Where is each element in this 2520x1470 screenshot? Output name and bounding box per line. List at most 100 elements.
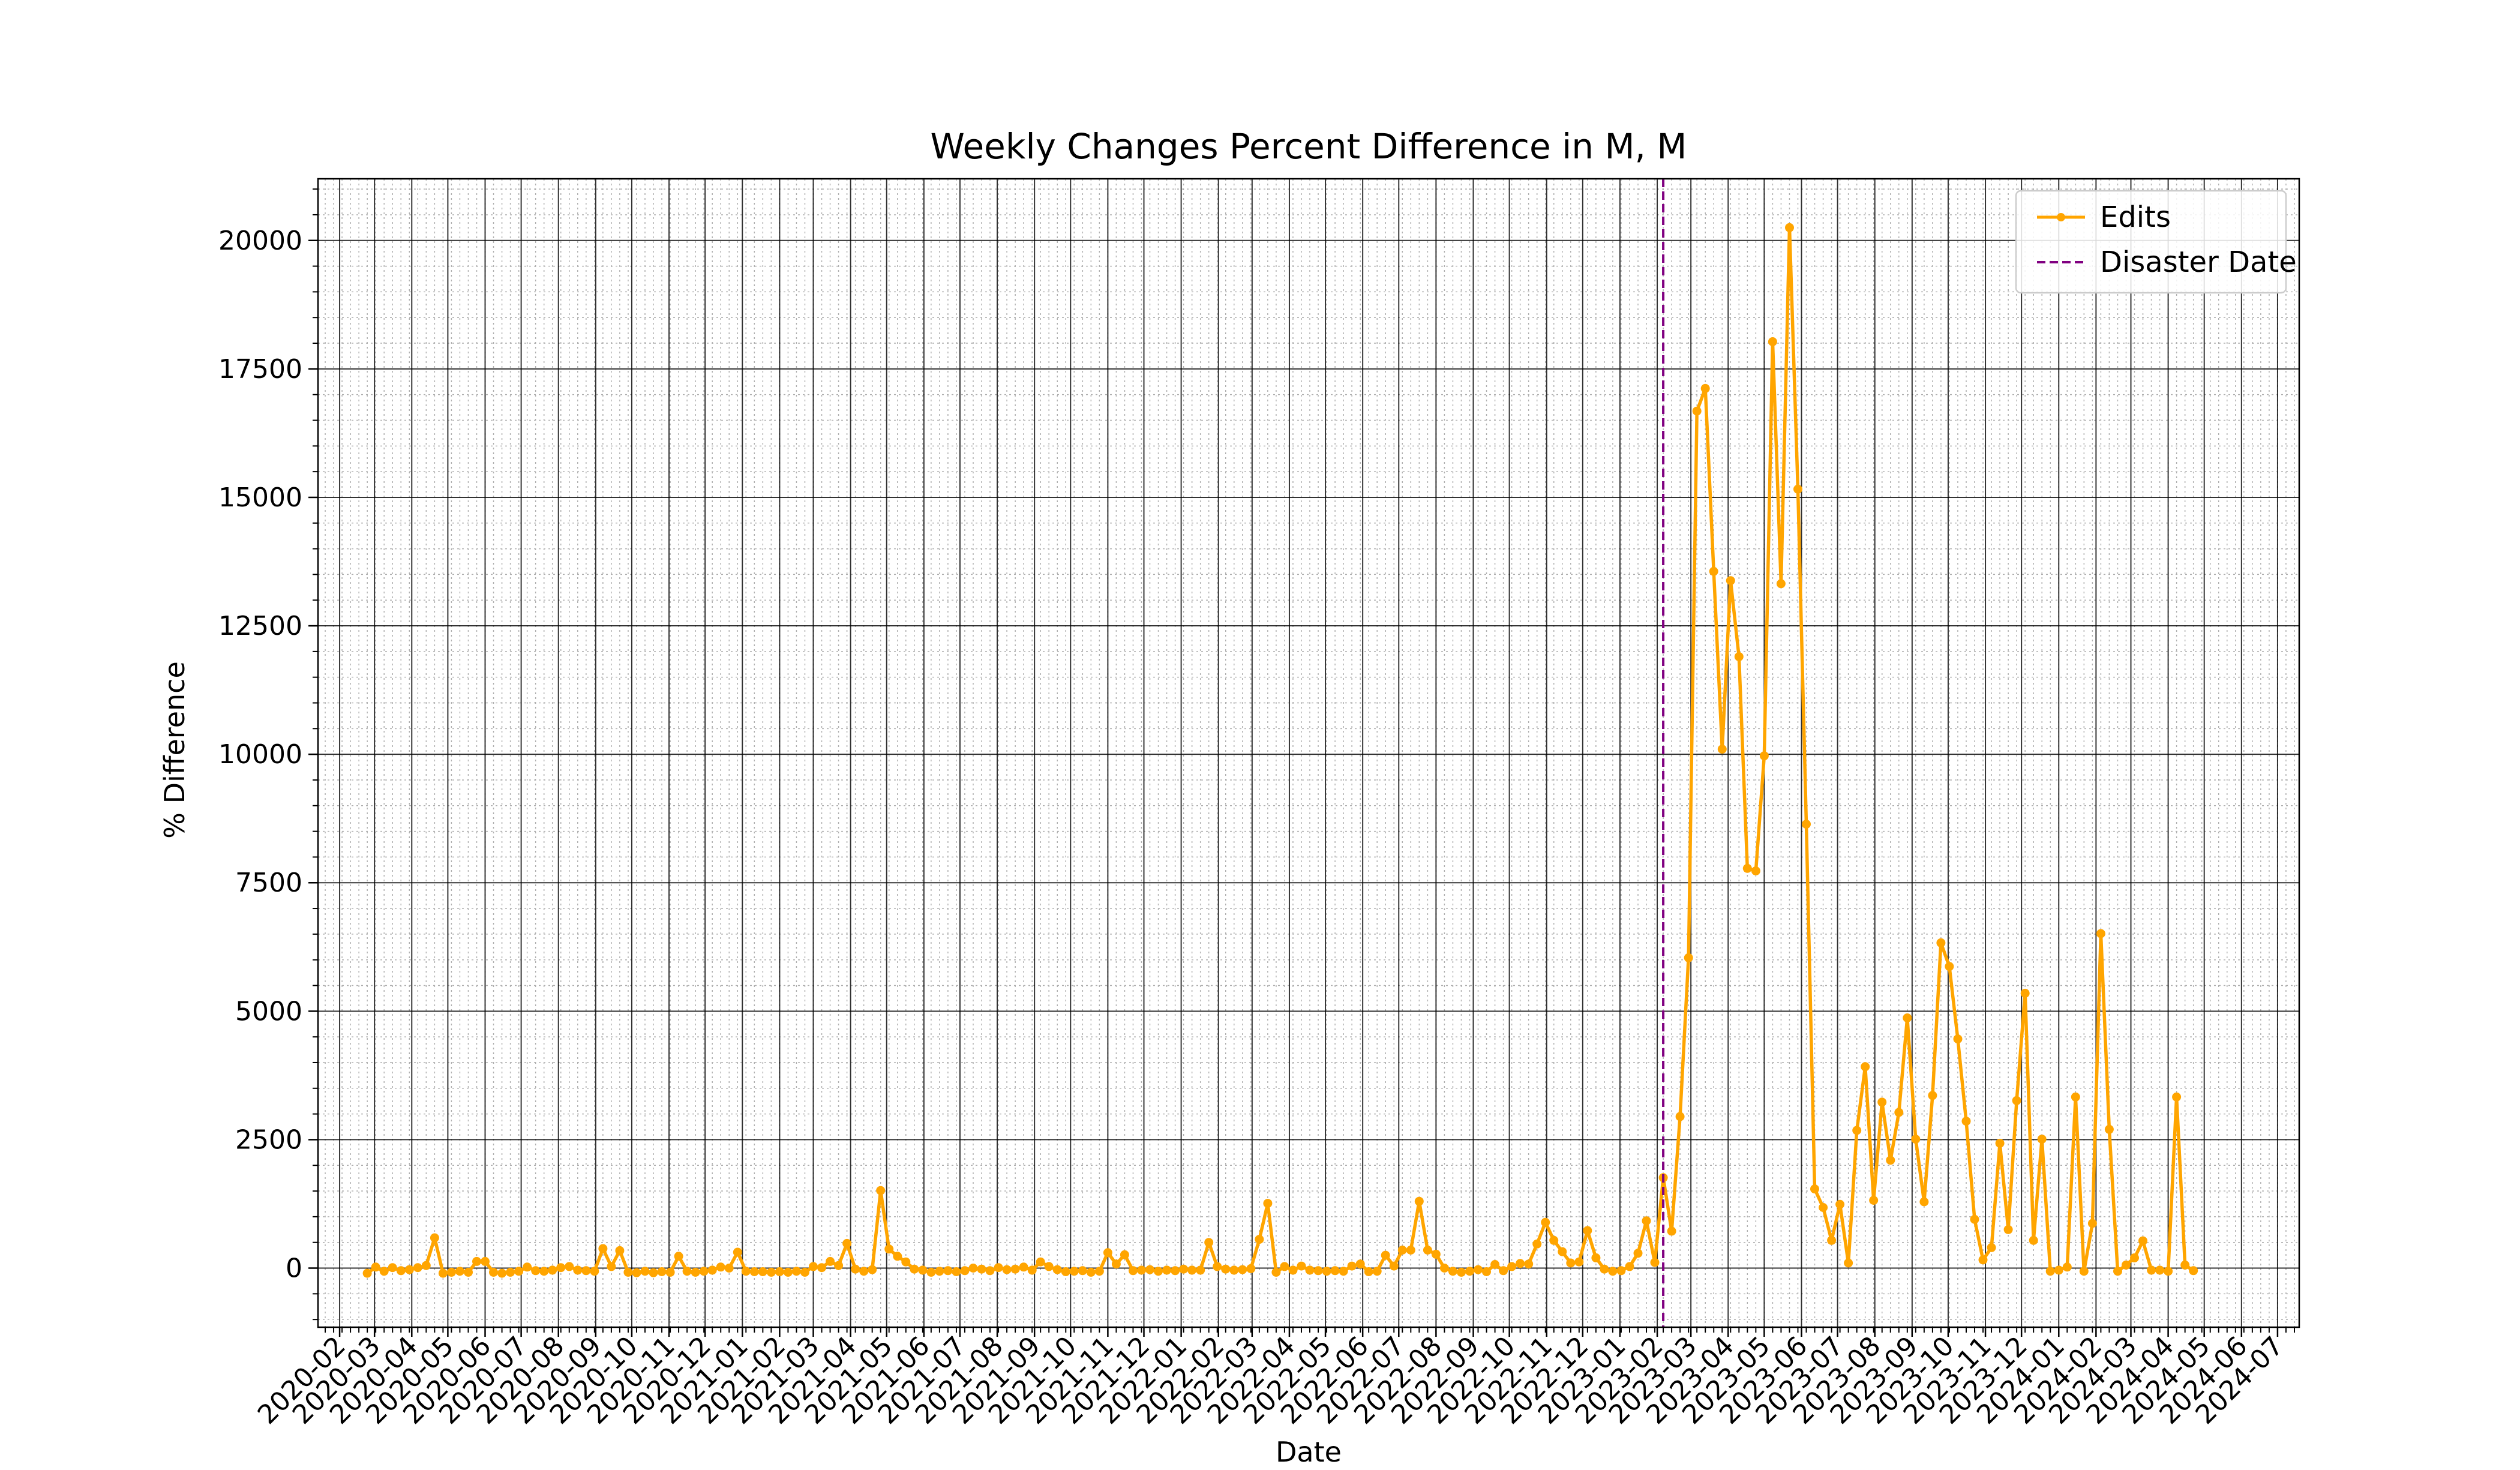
y-tick-label: 5000: [235, 996, 302, 1027]
edits-data-point: [783, 1267, 793, 1277]
y-tick-label: 17500: [218, 354, 302, 385]
y-tick-label: 2500: [235, 1124, 302, 1155]
edits-data-point: [481, 1256, 490, 1266]
edits-data-point: [2096, 929, 2105, 938]
edits-data-point: [1953, 1034, 1963, 1044]
y-tick-label: 7500: [235, 868, 302, 898]
edits-data-point: [733, 1247, 742, 1257]
edits-data-point: [691, 1267, 700, 1277]
edits-data-point: [1204, 1238, 1214, 1247]
edits-data-point: [1154, 1267, 1163, 1276]
edits-data-point: [1044, 1262, 1054, 1271]
edits-data-point: [2104, 1124, 2114, 1134]
edits-data-point: [1835, 1199, 1845, 1209]
edits-data-point: [2029, 1235, 2038, 1245]
edits-data-point: [1019, 1262, 1028, 1272]
edits-data-point: [968, 1264, 978, 1273]
edits-data-point: [1347, 1261, 1357, 1271]
edits-data-point: [1827, 1235, 1837, 1245]
edits-data-point: [977, 1264, 986, 1274]
edits-data-point: [2189, 1266, 2198, 1276]
edits-data-point: [1675, 1112, 1685, 1121]
edits-data-point: [590, 1267, 599, 1276]
edits-data-point: [2172, 1092, 2182, 1102]
legend-disaster-label: Disaster Date: [2100, 245, 2297, 279]
edits-data-point: [809, 1262, 818, 1271]
edits-data-point: [1111, 1259, 1121, 1269]
edits-data-point: [1717, 745, 1727, 754]
edits-data-point: [1524, 1259, 1534, 1269]
edits-data-point: [943, 1266, 953, 1276]
edits-data-point: [1120, 1250, 1129, 1259]
edits-data-point: [2003, 1225, 2013, 1234]
edits-data-point: [1549, 1235, 1559, 1245]
edits-data-point: [2155, 1265, 2165, 1275]
edits-data-point: [766, 1267, 776, 1277]
edits-data-point: [1768, 337, 1777, 346]
y-tick-label: 10000: [218, 739, 302, 770]
edits-data-point: [1894, 1108, 1904, 1117]
edits-data-point: [1027, 1265, 1037, 1275]
edits-data-point: [1566, 1258, 1576, 1268]
edits-data-point: [1886, 1156, 1895, 1165]
edits-data-point: [1069, 1267, 1079, 1276]
edits-data-point: [1532, 1239, 1542, 1249]
edits-data-point: [2071, 1092, 2080, 1102]
edits-data-point: [1255, 1235, 1264, 1244]
edits-data-point: [573, 1265, 583, 1275]
edits-data-point: [472, 1256, 481, 1266]
edits-data-point: [1574, 1257, 1584, 1267]
edits-data-point: [1213, 1262, 1222, 1271]
edits-data-point: [1616, 1266, 1626, 1276]
edits-data-point: [556, 1263, 566, 1273]
edits-data-point: [623, 1267, 633, 1277]
edits-data-point: [1625, 1262, 1634, 1271]
edits-data-point: [1129, 1266, 1138, 1276]
edits-data-point: [2045, 1267, 2055, 1276]
edits-data-point: [1734, 652, 1744, 661]
axis-ticks: [308, 188, 2295, 1337]
x-axis-label: Date: [1276, 1436, 1342, 1468]
edits-data-point: [1919, 1197, 1929, 1207]
edits-data-point: [506, 1267, 515, 1277]
edits-data-point: [1439, 1264, 1449, 1273]
edits-data-point: [539, 1267, 549, 1276]
edits-data-point: [1457, 1267, 1466, 1277]
edits-data-point: [2020, 988, 2030, 998]
edits-data-point: [724, 1264, 734, 1273]
edits-data-point: [1903, 1013, 1912, 1022]
chart-title: Weekly Changes Percent Difference in M, …: [931, 126, 1687, 167]
edits-data-point: [716, 1262, 725, 1272]
edits-data-point: [2087, 1219, 2097, 1228]
edits-data-point: [1692, 406, 1702, 416]
edits-data-point: [1389, 1261, 1399, 1271]
edits-data-point: [1608, 1267, 1618, 1276]
edits-data-point: [1137, 1265, 1146, 1275]
edits-data-point: [388, 1263, 397, 1273]
edits-data-point: [834, 1261, 844, 1270]
edits-data-point: [1196, 1265, 1205, 1275]
edits-data-point: [1776, 579, 1786, 589]
edits-data-point: [1078, 1266, 1087, 1276]
edits-data-point: [2062, 1262, 2072, 1272]
edits-data-point: [1010, 1264, 1020, 1274]
edits-data-point: [1945, 962, 1954, 971]
edits-data-point: [1995, 1138, 2005, 1148]
edits-data-point: [699, 1267, 709, 1276]
edits-data-point: [2164, 1267, 2173, 1276]
edits-data-point: [1465, 1267, 1474, 1276]
edits-data-point: [1558, 1247, 1567, 1256]
edits-data-point: [1171, 1266, 1180, 1276]
edits-data-point: [497, 1268, 507, 1278]
edits-data-point: [2012, 1096, 2021, 1105]
edits-data-point: [935, 1267, 944, 1276]
edits-data-point: [1726, 576, 1735, 586]
edits-data-point: [985, 1266, 995, 1276]
edits-data-point: [1802, 820, 1811, 829]
edits-data-point: [1819, 1203, 1828, 1212]
edits-data-point: [1330, 1266, 1340, 1276]
edits-data-point: [2037, 1135, 2047, 1144]
edits-data-point: [1583, 1226, 1592, 1235]
edits-data-point: [1810, 1184, 1819, 1194]
